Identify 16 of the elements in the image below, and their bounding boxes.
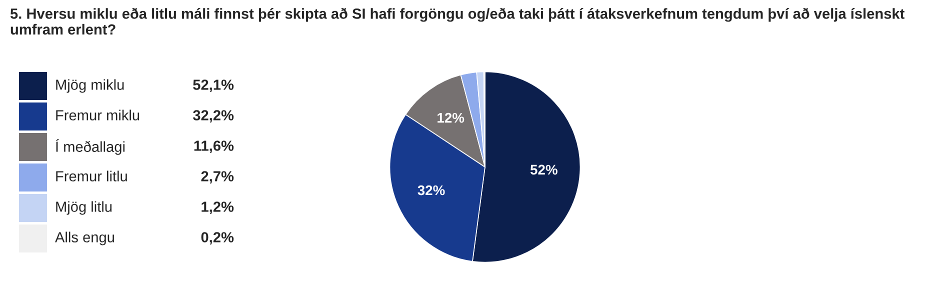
text: 12%: [438, 112, 464, 123]
legend-label: Fremur litlu: [56, 170, 127, 182]
data-label: 2,7%: [201, 171, 234, 184]
data-label: 0,2%: [201, 232, 234, 245]
data-label: 1,2%: [202, 202, 234, 214]
text: 52%: [530, 164, 558, 175]
text: 32%: [418, 185, 445, 196]
data-label: 32,2%: [192, 110, 234, 123]
legend-label: Mjög miklu: [56, 79, 124, 93]
data-label: 52,1%: [193, 80, 234, 92]
data-label: 11,6%: [194, 140, 234, 154]
legend-label: Alls engu: [55, 232, 114, 246]
legend-label: Í meðallagi: [56, 139, 125, 155]
chart-title: 5. Hversu miklu eða litlu máli finnst þér skipta að SI hafi forgöngu og/eða taki þátt í átaksverkefnum tengdum því að velja íslenskt umfram erlent?: [10, 8, 904, 35]
legend-label: Fremur miklu: [56, 110, 140, 120]
legend-label: Mjög litlu: [56, 201, 112, 215]
